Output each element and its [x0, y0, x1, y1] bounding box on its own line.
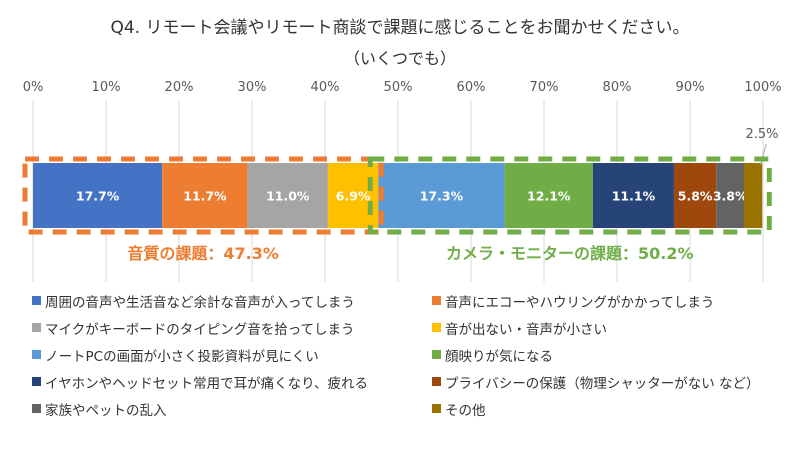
- bar-segment: [162, 163, 248, 228]
- legend-swatch: [32, 404, 41, 413]
- legend-label: ノートPCの画面が小さく投影資料が見にくい: [45, 348, 319, 365]
- bar-segment: [33, 163, 163, 228]
- x-tick-label: 50%: [384, 80, 413, 95]
- legend-swatch: [432, 323, 441, 332]
- x-tick-label: 60%: [457, 80, 486, 95]
- x-tick-label: 0%: [23, 80, 44, 95]
- legend-label: 顔映りが気になる: [445, 348, 553, 365]
- x-tick-label: 20%: [165, 80, 194, 95]
- data-label: 11.7%: [183, 189, 227, 204]
- legend-item: プライバシーの保護（物理シャッターがない など）: [432, 372, 792, 392]
- legend-label: 周囲の音声や生活音など余計な音声が入ってしまう: [45, 294, 355, 311]
- x-tick-label: 70%: [530, 80, 559, 95]
- data-label: 11.1%: [612, 189, 656, 204]
- data-label: 5.8%: [678, 189, 713, 204]
- legend-item: ノートPCの画面が小さく投影資料が見にくい: [32, 345, 432, 365]
- data-label: 3.8%: [713, 189, 748, 204]
- legend-label: イヤホンやヘッドセット常用で耳が痛くなり、疲れる: [45, 375, 369, 392]
- bar-segment: [673, 163, 717, 228]
- legend-swatch: [32, 323, 41, 332]
- legend-label: マイクがキーボードのタイピング音を拾ってしまう: [45, 321, 355, 338]
- legend-item: 周囲の音声や生活音など余計な音声が入ってしまう: [32, 291, 432, 311]
- chart-title: Q4. リモート会議やリモート商談で課題に感じることをお聞かせください。: [110, 18, 690, 38]
- legend-swatch: [432, 350, 441, 359]
- data-label: 17.7%: [76, 189, 120, 204]
- x-tick-label: 80%: [603, 80, 632, 95]
- legend-item: イヤホンやヘッドセット常用で耳が痛くなり、疲れる: [32, 372, 432, 392]
- x-tick-label: 40%: [311, 80, 340, 95]
- data-label: 17.3%: [420, 189, 464, 204]
- legend-label: その他: [445, 402, 486, 419]
- x-tick-label: 10%: [92, 80, 121, 95]
- legend-swatch: [32, 377, 41, 386]
- group-label: 音質の課題：47.3%: [127, 244, 279, 263]
- bar-segment: [744, 163, 763, 228]
- bar-segment: [247, 163, 328, 228]
- data-label: 11.0%: [266, 189, 310, 204]
- legend-label: 音が出ない・音声が小さい: [445, 321, 607, 338]
- legend-item: 音声にエコーやハウリングがかかってしまう: [432, 291, 792, 311]
- group-box: [22, 156, 384, 235]
- plot-area: 0% 10% 20% 30% 40% 50% 60% 70% 80% 90% 100% 17.7% 11…: [22, 80, 782, 282]
- legend-swatch: [32, 350, 41, 359]
- group-label: カメラ・モニターの課題：50.2%: [446, 244, 694, 263]
- data-label: 12.1%: [527, 189, 571, 204]
- legend-item: 顔映りが気になる: [432, 345, 792, 365]
- x-tick-label: 90%: [676, 80, 705, 95]
- legend-swatch: [432, 296, 441, 305]
- data-label: 6.9%: [336, 189, 371, 204]
- bar-segment: [378, 163, 505, 228]
- bar-segment: [504, 163, 593, 228]
- group-box: [367, 156, 772, 235]
- legend-swatch: [432, 377, 441, 386]
- bar-segment: [716, 163, 745, 228]
- legend-item: 家族やペットの乱入: [32, 399, 432, 419]
- legend-label: 音声にエコーやハウリングがかかってしまう: [445, 294, 715, 311]
- legend-item: 音が出ない・音声が小さい: [432, 318, 792, 338]
- legend: 周囲の音声や生活音など余計な音声が入ってしまう 音声にエコーやハウリングがかかって…: [32, 291, 792, 419]
- x-tick-label: 100%: [744, 80, 781, 95]
- data-label: 2.5%: [745, 127, 778, 142]
- bar-segment: [592, 163, 674, 228]
- legend-item: マイクがキーボードのタイピング音を拾ってしまう: [32, 318, 432, 338]
- bar-segment: [327, 163, 379, 228]
- legend-item: その他: [432, 399, 792, 419]
- x-tick-label: 30%: [238, 80, 267, 95]
- legend-swatch: [432, 404, 441, 413]
- chart-subtitle: （いくつでも）: [343, 49, 456, 68]
- legend-label: 家族やペットの乱入: [45, 402, 167, 419]
- legend-swatch: [32, 296, 41, 305]
- legend-label: プライバシーの保護（物理シャッターがない など）: [445, 375, 760, 392]
